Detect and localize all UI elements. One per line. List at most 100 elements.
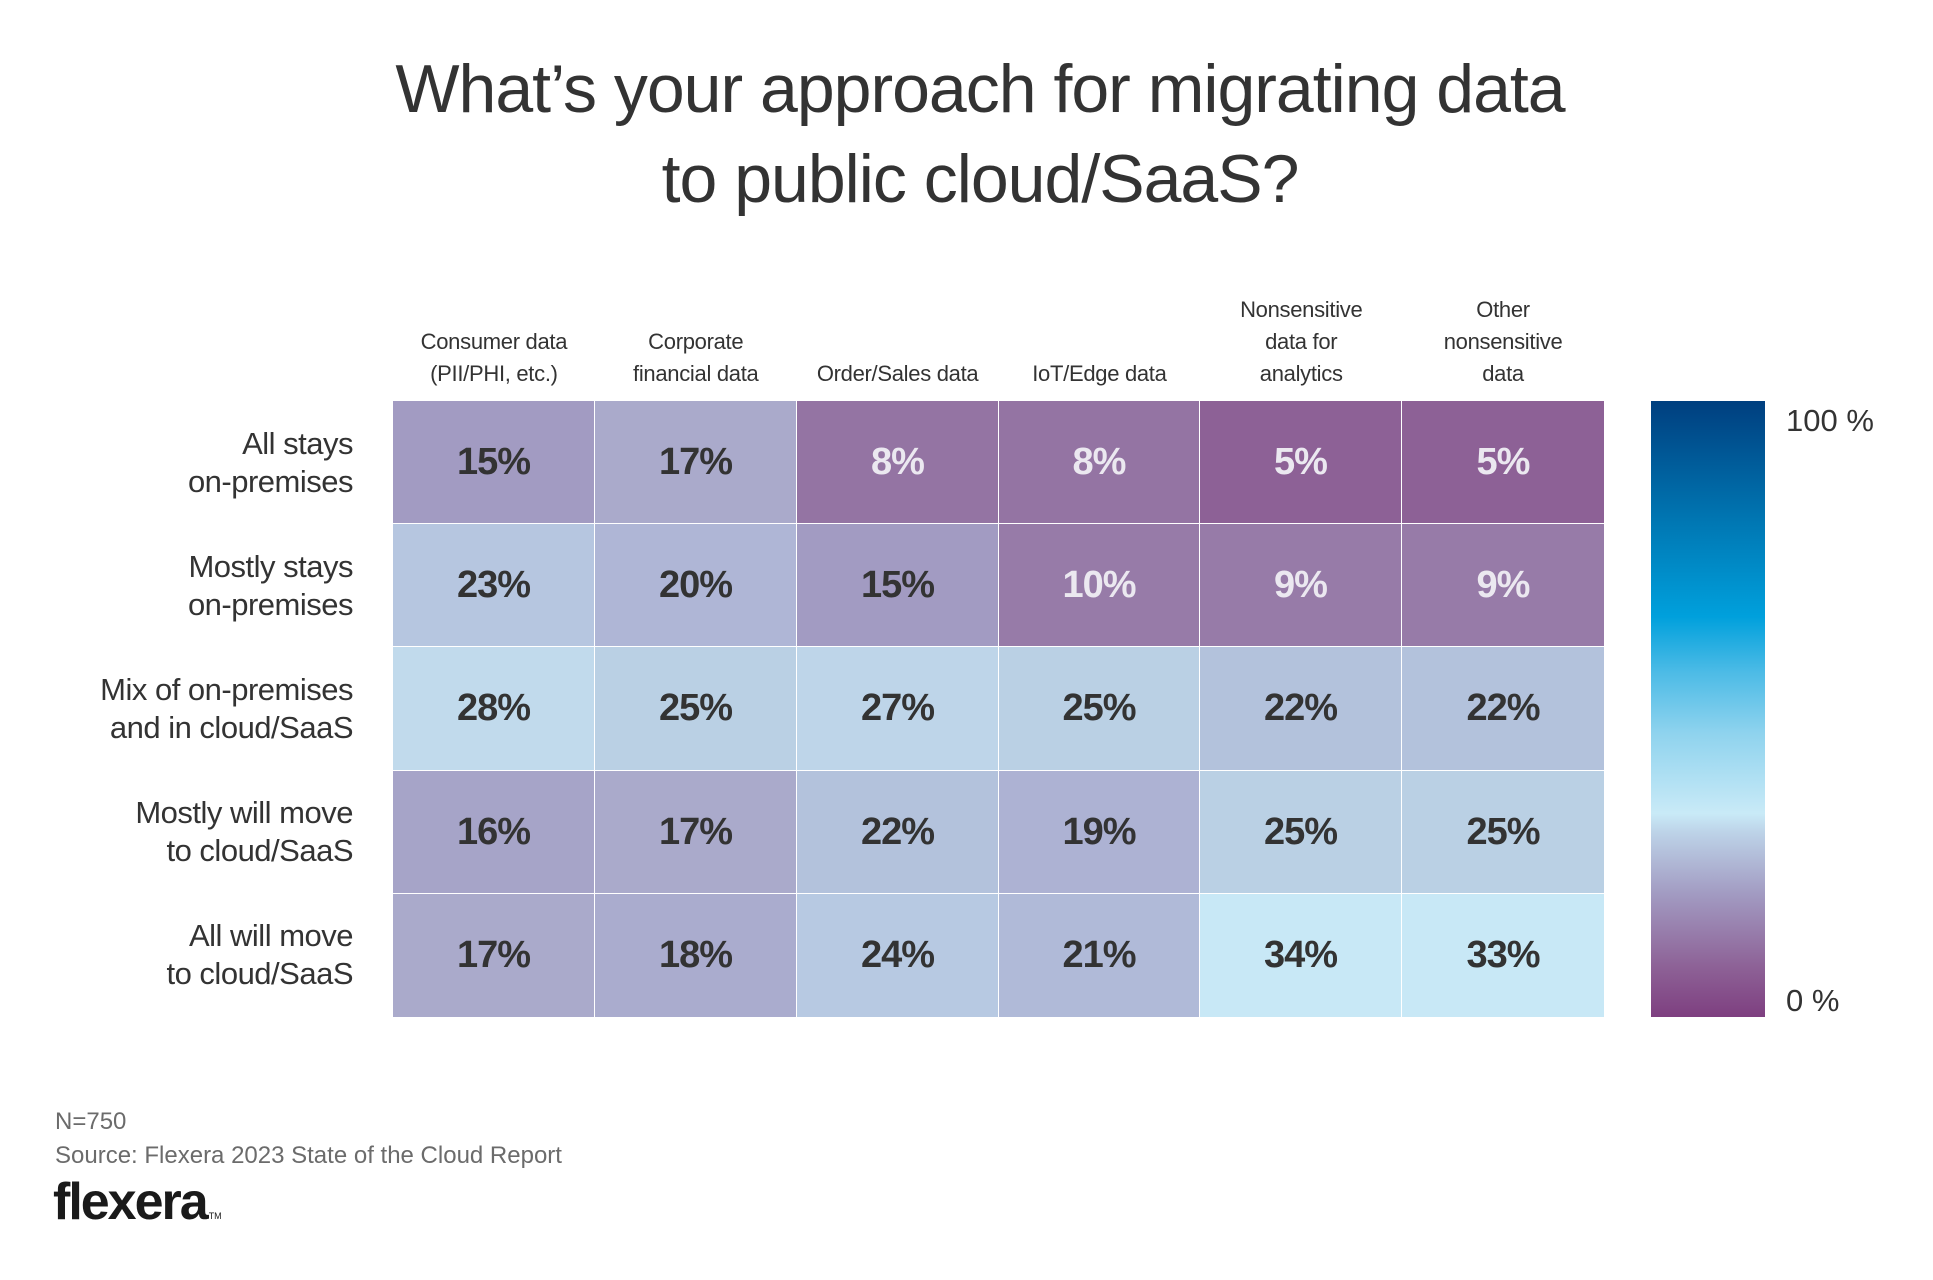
row-label: Mostly will move to cloud/SaaS: [30, 771, 353, 894]
cell-value-label: 33%: [1466, 934, 1540, 976]
flexera-logo-text: flexera: [53, 1173, 209, 1231]
heatmap-cell: 33%: [1402, 894, 1604, 1017]
cell-value-label: 8%: [871, 440, 925, 483]
cell-value-label: 18%: [658, 934, 733, 976]
cell-value-label: 25%: [1466, 810, 1540, 853]
heatmap-cell: 25%: [1200, 771, 1401, 893]
heatmap-cell: 9%: [1200, 524, 1401, 646]
heatmap-cell: 18%: [595, 894, 796, 1017]
column-header: Corporate financial data: [595, 290, 797, 390]
heatmap-cell: 28%: [393, 647, 594, 770]
heatmap-cell: 19%: [999, 771, 1199, 893]
heatmap-cell: 17%: [393, 894, 594, 1017]
heatmap-cell: 9%: [1402, 524, 1604, 646]
heatmap-cell: 5%: [1200, 401, 1401, 523]
column-header: Order/Sales data: [797, 290, 999, 390]
cell-value-label: 22%: [860, 810, 935, 853]
cell-value-label: 17%: [658, 440, 733, 483]
chart-title: What’s your approach for migrating data …: [280, 44, 1680, 224]
column-header-line: data: [1482, 361, 1524, 386]
row-label-line: Mostly stays: [188, 548, 353, 584]
cell-value-label: 25%: [658, 687, 733, 729]
row-label: All will move to cloud/SaaS: [30, 894, 353, 1017]
row-label-line: on-premises: [187, 586, 354, 622]
trademark-mark: TM: [208, 1211, 222, 1221]
column-header-line: Corporate: [648, 329, 744, 354]
heatmap-cell: 15%: [797, 524, 998, 646]
cell-value-label: 24%: [860, 934, 935, 976]
column-header-line: Consumer data: [420, 329, 568, 354]
row-label: Mostly stays on-premises: [30, 524, 354, 647]
row-label-line: Mix of on-premises: [100, 671, 353, 707]
cell-value-label: 9%: [1476, 563, 1531, 606]
column-header-line: IoT/Edge data: [1032, 361, 1167, 386]
cell-value-label: 25%: [1263, 810, 1338, 853]
column-header-line: Other: [1476, 297, 1530, 322]
column-header: Nonsensitive data for analytics: [1200, 290, 1402, 390]
column-header-line: data for: [1265, 329, 1338, 354]
chart-title-line-1: What’s your approach for migrating data: [395, 51, 1565, 127]
cell-value-label: 25%: [1062, 687, 1136, 729]
column-header-line: nonsensitive: [1443, 329, 1563, 354]
cell-value-label: 34%: [1263, 934, 1338, 976]
cell-value-label: 5%: [1274, 440, 1328, 483]
heatmap-cell: 17%: [595, 401, 796, 523]
column-header-line: (PII/PHI, etc.): [430, 361, 558, 386]
chart-title-line-2: to public cloud/SaaS?: [661, 141, 1300, 217]
cell-value-label: 16%: [456, 810, 531, 853]
colorbar-min-label: 0 %: [1786, 983, 1840, 1018]
heatmap-cell: 25%: [999, 647, 1199, 770]
cell-value-label: 10%: [1062, 563, 1136, 606]
heatmap-cell: 23%: [393, 524, 594, 646]
row-label-line: and in cloud/SaaS: [109, 709, 354, 745]
heatmap-cell: 27%: [797, 647, 998, 770]
sample-size-note: N=750: [55, 1108, 127, 1135]
heatmap-cell: 20%: [595, 524, 796, 646]
heatmap-cell: 16%: [393, 771, 594, 893]
cell-value-label: 23%: [456, 563, 531, 606]
cell-value-label: 27%: [860, 687, 935, 729]
heatmap-cell: 24%: [797, 894, 998, 1017]
colorbar-max-label: 100 %: [1786, 403, 1874, 438]
heatmap-cell: 8%: [797, 401, 998, 523]
row-label-line: All will move: [188, 918, 354, 954]
flexera-logo: flexera TM: [53, 1172, 222, 1232]
heatmap-grid: 15% 17% 8% 8% 5% 5% 23% 20% 15% 10% 9% 9% 28% 25% 27% 2…: [393, 401, 1604, 1017]
column-header-line: Nonsensitive: [1240, 297, 1363, 322]
cell-value-label: 9%: [1274, 563, 1328, 606]
cell-value-label: 15%: [456, 440, 531, 483]
column-header: Consumer data (PII/PHI, etc.): [393, 290, 595, 390]
row-label-line: All stays: [242, 425, 353, 461]
column-header-line: analytics: [1259, 361, 1343, 386]
cell-value-label: 19%: [1062, 810, 1136, 853]
heatmap-cell: 8%: [999, 401, 1199, 523]
column-header: IoT/Edge data: [999, 290, 1201, 390]
heatmap-cell: 25%: [1402, 771, 1604, 893]
row-label-line: on-premises: [187, 463, 354, 499]
row-label-line: to cloud/SaaS: [166, 833, 353, 869]
source-note: Source: Flexera 2023 State of the Cloud …: [55, 1142, 562, 1169]
heatmap-cell: 5%: [1402, 401, 1604, 523]
row-label: Mix of on-premises and in cloud/SaaS: [30, 647, 353, 770]
heatmap-cell: 22%: [1402, 647, 1604, 770]
row-label: All stays on-premises: [30, 401, 354, 524]
heatmap-cell: 25%: [595, 647, 796, 770]
cell-value-label: 21%: [1062, 934, 1136, 976]
heatmap-cell: 21%: [999, 894, 1199, 1017]
cell-value-label: 17%: [456, 934, 531, 976]
cell-value-label: 28%: [456, 687, 531, 729]
cell-value-label: 22%: [1263, 687, 1338, 729]
heatmap-cell: 34%: [1200, 894, 1401, 1017]
column-header-line: financial data: [633, 361, 759, 386]
heatmap-cell: 15%: [393, 401, 594, 523]
column-header-line: Order/Sales data: [816, 361, 979, 386]
row-label-line: Mostly will move: [135, 795, 353, 831]
cell-value-label: 20%: [658, 563, 733, 606]
cell-value-label: 8%: [1072, 440, 1127, 483]
heatmap-cell: 10%: [999, 524, 1199, 646]
cell-value-label: 17%: [658, 810, 733, 853]
colorbar: [1651, 401, 1765, 1017]
cell-value-label: 5%: [1476, 440, 1531, 483]
heatmap-cell: 17%: [595, 771, 796, 893]
row-label-line: to cloud/SaaS: [166, 956, 353, 992]
